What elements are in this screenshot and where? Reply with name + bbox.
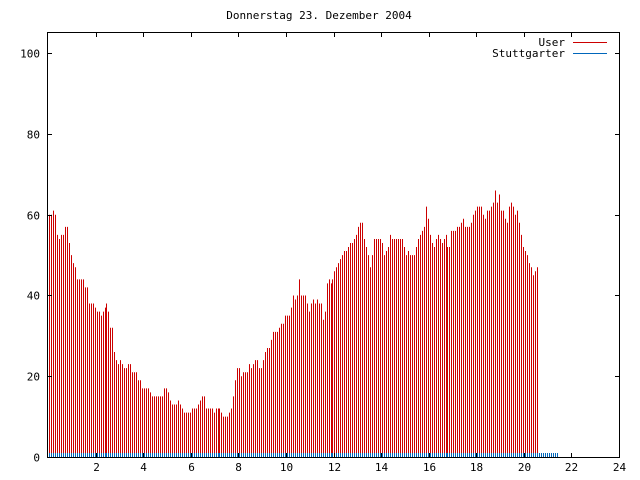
stuttgarter-series — [49, 452, 558, 457]
legend: User Stuttgarter — [492, 36, 607, 60]
plot-frame — [47, 32, 620, 458]
x-tick-label: 8 — [235, 461, 242, 474]
x-tick-label: 6 — [188, 461, 195, 474]
x-tick-label: 12 — [328, 461, 341, 474]
y-tick-label: 60 — [27, 210, 40, 223]
y-tick-label: 20 — [27, 371, 40, 384]
y-tick-label: 0 — [33, 452, 40, 465]
y-tick-label: 80 — [27, 129, 40, 142]
x-tick-label: 22 — [565, 461, 578, 474]
x-tick-label: 24 — [613, 461, 627, 474]
user-series — [49, 190, 538, 457]
y-tick-label: 100 — [20, 48, 40, 61]
x-tick-label: 16 — [423, 461, 436, 474]
x-axis: 2 4 6 8 10 12 14 16 18 20 22 24 — [93, 33, 626, 474]
y-tick-label: 40 — [27, 290, 40, 303]
x-tick-label: 10 — [280, 461, 293, 474]
legend-label-stuttgarter: Stuttgarter — [492, 47, 565, 60]
x-tick-label: 2 — [93, 461, 100, 474]
chart-title: Donnerstag 23. Dezember 2004 — [226, 9, 412, 22]
y-axis: 0 20 40 60 80 100 — [20, 48, 619, 465]
x-tick-label: 14 — [375, 461, 389, 474]
x-tick-label: 20 — [518, 461, 531, 474]
x-tick-label: 4 — [140, 461, 147, 474]
legend-label-user: User — [539, 36, 566, 49]
x-tick-label: 18 — [470, 461, 483, 474]
